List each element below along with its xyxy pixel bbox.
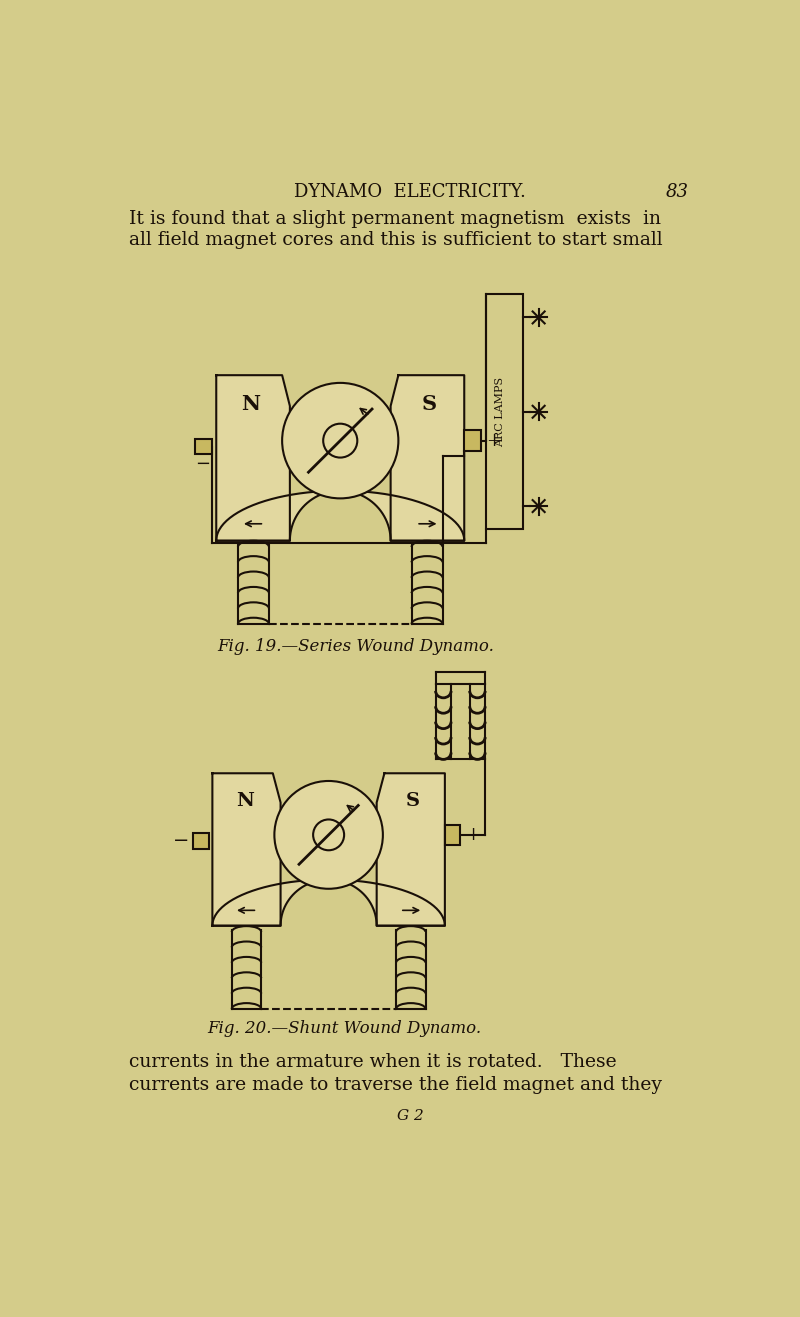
Text: It is found that a slight permanent magnetism  exists  in: It is found that a slight permanent magn… [130, 209, 662, 228]
Text: Fig. 20.—Shunt Wound Dynamo.: Fig. 20.—Shunt Wound Dynamo. [207, 1021, 481, 1038]
Text: all field magnet cores and this is sufficient to start small: all field magnet cores and this is suffi… [130, 232, 663, 249]
Circle shape [282, 383, 398, 498]
Circle shape [313, 819, 344, 851]
Text: ARC LAMPS: ARC LAMPS [495, 377, 505, 446]
Text: +: + [486, 432, 501, 449]
Bar [194, 439, 211, 454]
Text: DYNAMO  ELECTRICITY.: DYNAMO ELECTRICITY. [294, 183, 526, 200]
Polygon shape [216, 491, 464, 541]
Bar [486, 294, 523, 529]
Bar [445, 824, 460, 846]
Text: currents are made to traverse the field magnet and they: currents are made to traverse the field … [130, 1076, 662, 1094]
Text: S: S [422, 394, 437, 414]
Text: Fig. 19.—Series Wound Dynamo.: Fig. 19.—Series Wound Dynamo. [218, 637, 494, 655]
Polygon shape [377, 773, 445, 926]
Text: currents in the armature when it is rotated.   These: currents in the armature when it is rota… [130, 1052, 617, 1071]
Text: −: − [195, 454, 210, 473]
Circle shape [274, 781, 383, 889]
Circle shape [323, 424, 358, 457]
Text: N: N [242, 394, 261, 414]
Polygon shape [390, 375, 464, 541]
Polygon shape [212, 773, 281, 926]
Text: S: S [406, 792, 419, 810]
Text: G 2: G 2 [397, 1109, 423, 1123]
Bar [464, 429, 482, 452]
Text: 83: 83 [666, 183, 689, 200]
Polygon shape [212, 880, 445, 926]
Polygon shape [216, 375, 290, 541]
Text: −: − [173, 832, 189, 849]
Text: +: + [465, 826, 480, 844]
Text: N: N [236, 792, 254, 810]
Bar [193, 834, 209, 848]
